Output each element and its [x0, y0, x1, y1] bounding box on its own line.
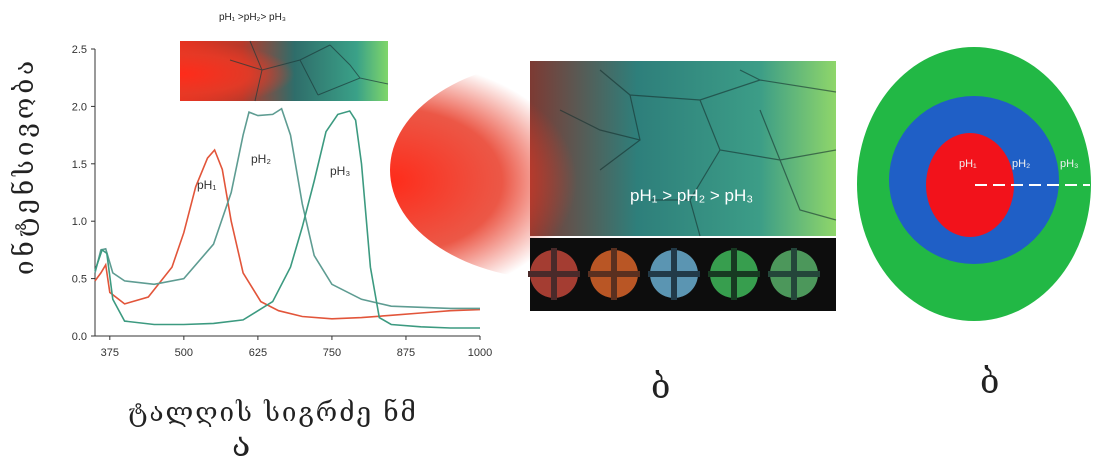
inset-caption: pH₁ >pH₂> pH₃ — [219, 12, 286, 23]
disk-label-ph1: pH₁ — [959, 158, 977, 170]
x-tick-label: 625 — [249, 347, 267, 359]
x-tick-label: 1000 — [468, 347, 492, 359]
series-label-ph1: pH₁ — [197, 178, 216, 192]
x-tick-label: 875 — [397, 347, 415, 359]
y-tick-label: 1.0 — [72, 216, 87, 228]
x-tick-label: 375 — [101, 347, 119, 359]
x-ticks: 375 500 625 750 875 1000 — [101, 336, 492, 359]
disk-label-ph2: pH₂ — [1012, 158, 1030, 170]
series-line-ph3 — [94, 110, 480, 329]
series-label-ph3: pH₃ — [330, 164, 350, 178]
x-tick-label: 750 — [323, 347, 341, 359]
y-tick-label: 2.5 — [72, 44, 87, 56]
panel-label-b: ბ — [651, 367, 671, 407]
ph-zone-disk: pH₁ pH₂ pH₃ — [857, 47, 1091, 321]
crystal-photo — [390, 60, 837, 311]
conoscope-image — [528, 248, 580, 300]
conoscope-image — [768, 248, 820, 300]
panel-label-a: ა — [232, 425, 251, 465]
y-tick-label: 2.0 — [72, 101, 87, 113]
disk-label-ph3: pH₃ — [1060, 158, 1079, 170]
series-lines — [94, 107, 481, 329]
x-axis-label: ტალღის სიგრძე ნმ — [128, 398, 418, 428]
conoscope-image — [708, 248, 760, 300]
x-tick-label: 500 — [175, 347, 193, 359]
photo-caption: pH₁ > pH₂ > pH₃ — [630, 186, 754, 205]
conoscope-image — [588, 248, 640, 300]
series-line-ph2 — [94, 107, 480, 310]
disk-inner-zone — [926, 133, 1014, 237]
y-tick-label: 1.5 — [72, 159, 87, 171]
y-tick-label: 0.5 — [72, 274, 87, 286]
chart-axes — [94, 49, 480, 337]
conoscopic-images — [528, 248, 820, 300]
inset-photo — [180, 40, 389, 102]
y-ticks: 0.0 0.5 1.0 1.5 2.0 2.5 — [72, 44, 95, 343]
panel-label-c: ბ — [980, 362, 1000, 402]
series-label-ph2: pH₂ — [251, 152, 271, 166]
conoscope-image — [648, 248, 700, 300]
y-axis-label: ინტენსივობა — [10, 56, 40, 275]
series-line-ph1 — [94, 148, 481, 320]
y-tick-label: 0.0 — [72, 331, 87, 343]
